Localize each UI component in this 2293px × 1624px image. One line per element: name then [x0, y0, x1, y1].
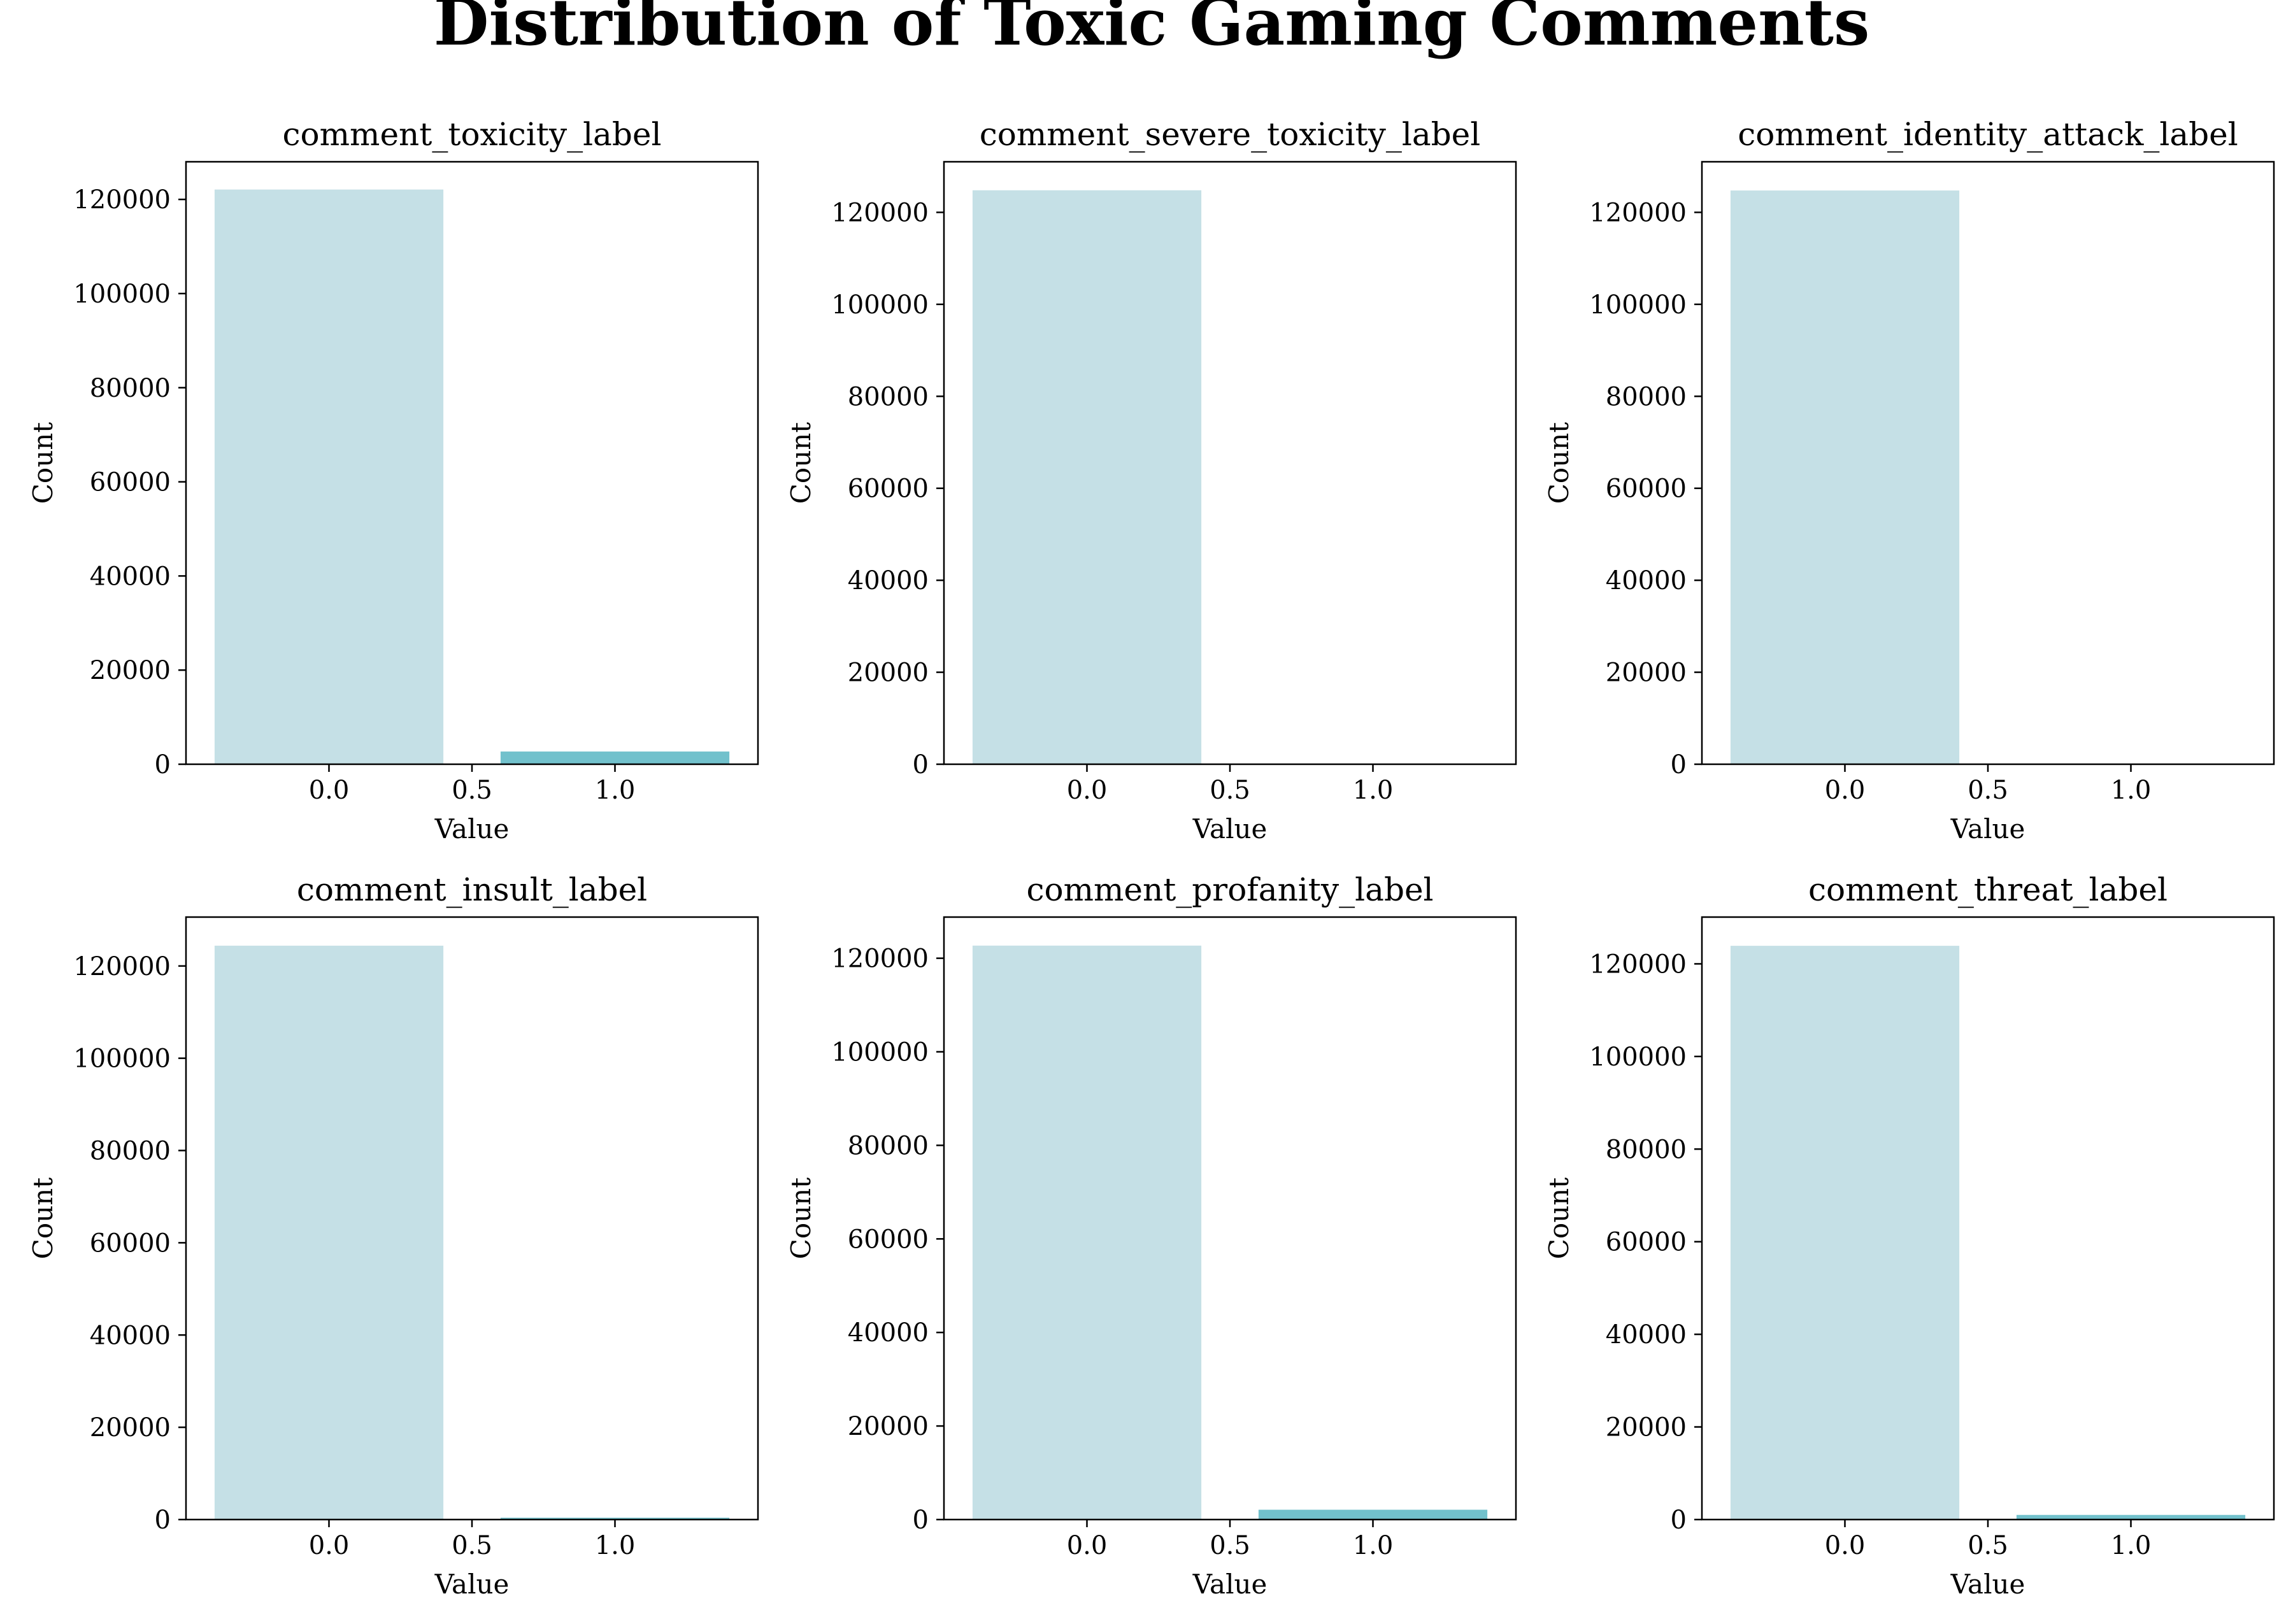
x-axis-label: Value [1950, 813, 2025, 844]
x-tick-label: 0.0 [1067, 776, 1108, 805]
subplot-4: 0.0 0.5 1.0 0 20000 40000 60000 80000 100000 1200… [27, 871, 759, 1600]
x-tick-label: 0.5 [1210, 776, 1250, 805]
y-tick-label: 60000 [848, 474, 929, 504]
x-tick-label: 0.5 [1210, 1531, 1250, 1560]
bar-1.0 [2016, 1514, 2246, 1520]
x-tick-label: 1.0 [1353, 1531, 1394, 1560]
subplot-grid: 0.0 0.5 1.0 0 20000 40000 60000 80000 100000 1200… [27, 116, 2275, 1600]
y-tick-label: 120000 [73, 185, 171, 215]
y-tick-label: 40000 [848, 1318, 929, 1348]
y-tick-label: 40000 [848, 566, 929, 595]
subplot-1: 0.0 0.5 1.0 0 20000 40000 60000 80000 100000 1200… [27, 116, 759, 844]
y-tick-label: 80000 [848, 382, 929, 411]
x-tick-label: 1.0 [595, 1531, 636, 1560]
bar-1.0 [500, 751, 730, 764]
subplot-2: 0.0 0.5 1.0 0 20000 40000 60000 80000 100000 1200… [785, 116, 1517, 844]
y-tick-label: 120000 [73, 952, 171, 981]
y-tick-label: 0 [1671, 750, 1687, 780]
y-tick-label: 20000 [90, 656, 171, 685]
x-axis-label: Value [434, 813, 510, 844]
x-tick-label: 0.0 [1825, 1531, 1866, 1560]
x-tick-label: 1.0 [2111, 1531, 2152, 1560]
y-tick-label: 80000 [90, 374, 171, 403]
y-tick-label: 0 [155, 750, 171, 780]
y-tick-label: 100000 [1589, 290, 1687, 320]
subplot-title: comment_toxicity_label [283, 116, 662, 153]
y-axis-label: Count [1543, 422, 1575, 504]
bar-0.0 [214, 189, 444, 764]
bar-0.0 [1730, 946, 1960, 1520]
y-tick-label: 80000 [90, 1137, 171, 1166]
x-axis-label: Value [1192, 1569, 1268, 1600]
y-tick-label: 100000 [73, 1044, 171, 1074]
x-tick-label: 1.0 [1353, 776, 1394, 805]
bar-1.0 [500, 1518, 730, 1520]
y-tick-label: 100000 [831, 1038, 929, 1067]
y-tick-label: 60000 [1606, 1228, 1687, 1257]
y-tick-label: 120000 [1589, 950, 1687, 979]
y-tick-label: 120000 [831, 944, 929, 974]
y-tick-label: 60000 [848, 1225, 929, 1254]
subplot-5: 0.0 0.5 1.0 0 20000 40000 60000 80000 100000 1200… [785, 871, 1517, 1600]
x-tick-label: 0.0 [309, 776, 350, 805]
y-tick-label: 0 [155, 1506, 171, 1535]
bar-0.0 [972, 190, 1202, 764]
x-axis-label: Value [434, 1569, 510, 1600]
x-tick-label: 1.0 [2111, 776, 2152, 805]
y-tick-label: 0 [913, 750, 929, 780]
subplot-6: 0.0 0.5 1.0 0 20000 40000 60000 80000 100000 1200… [1543, 871, 2275, 1600]
y-axis-label: Count [27, 1178, 59, 1260]
y-tick-label: 100000 [73, 280, 171, 309]
y-tick-label: 0 [913, 1506, 929, 1535]
x-tick-label: 0.5 [452, 776, 492, 805]
y-axis-label: Count [1543, 1178, 1575, 1260]
y-tick-label: 20000 [1606, 1413, 1687, 1442]
y-tick-label: 60000 [1606, 474, 1687, 504]
y-tick-label: 80000 [1606, 382, 1687, 411]
figure-title: Distribution of Toxic Gaming Comments [434, 0, 1870, 60]
y-tick-label: 60000 [90, 468, 171, 497]
bar-0.0 [1730, 190, 1960, 765]
y-tick-label: 80000 [848, 1131, 929, 1160]
x-tick-label: 0.0 [309, 1531, 350, 1560]
subplot-title: comment_profanity_label [1026, 871, 1433, 908]
y-axis-label: Count [785, 422, 817, 504]
y-tick-label: 40000 [1606, 566, 1687, 595]
x-tick-label: 1.0 [595, 776, 636, 805]
x-tick-label: 0.5 [452, 1531, 492, 1560]
bar-0.0 [972, 945, 1202, 1520]
subplot-title: comment_severe_toxicity_label [980, 116, 1481, 153]
bar-0.0 [214, 945, 444, 1520]
y-tick-label: 20000 [90, 1413, 171, 1442]
y-tick-label: 40000 [90, 562, 171, 591]
x-tick-label: 0.0 [1825, 776, 1866, 805]
y-tick-label: 100000 [1589, 1043, 1687, 1072]
subplot-title: comment_threat_label [1808, 871, 2168, 908]
x-tick-label: 0.5 [1968, 776, 2008, 805]
y-tick-label: 60000 [90, 1229, 171, 1258]
x-axis-label: Value [1950, 1569, 2025, 1600]
y-axis-label: Count [785, 1178, 817, 1260]
y-tick-label: 0 [1671, 1506, 1687, 1535]
y-tick-label: 20000 [848, 1412, 929, 1441]
y-tick-label: 100000 [831, 290, 929, 320]
y-tick-label: 120000 [831, 198, 929, 227]
x-tick-label: 0.5 [1968, 1531, 2008, 1560]
y-tick-label: 120000 [1589, 198, 1687, 227]
y-tick-label: 80000 [1606, 1135, 1687, 1164]
subplot-3: 0.0 0.5 1.0 0 20000 40000 60000 80000 100000 1200… [1543, 116, 2275, 844]
subplot-title: comment_identity_attack_label [1738, 116, 2238, 153]
x-tick-label: 0.0 [1067, 1531, 1108, 1560]
y-tick-label: 40000 [1606, 1320, 1687, 1350]
y-tick-label: 40000 [90, 1321, 171, 1350]
x-axis-label: Value [1192, 813, 1268, 844]
y-tick-label: 20000 [1606, 659, 1687, 688]
y-tick-label: 20000 [848, 659, 929, 688]
bar-1.0 [1258, 1509, 1488, 1520]
y-axis-label: Count [27, 422, 59, 504]
subplot-title: comment_insult_label [297, 871, 647, 908]
